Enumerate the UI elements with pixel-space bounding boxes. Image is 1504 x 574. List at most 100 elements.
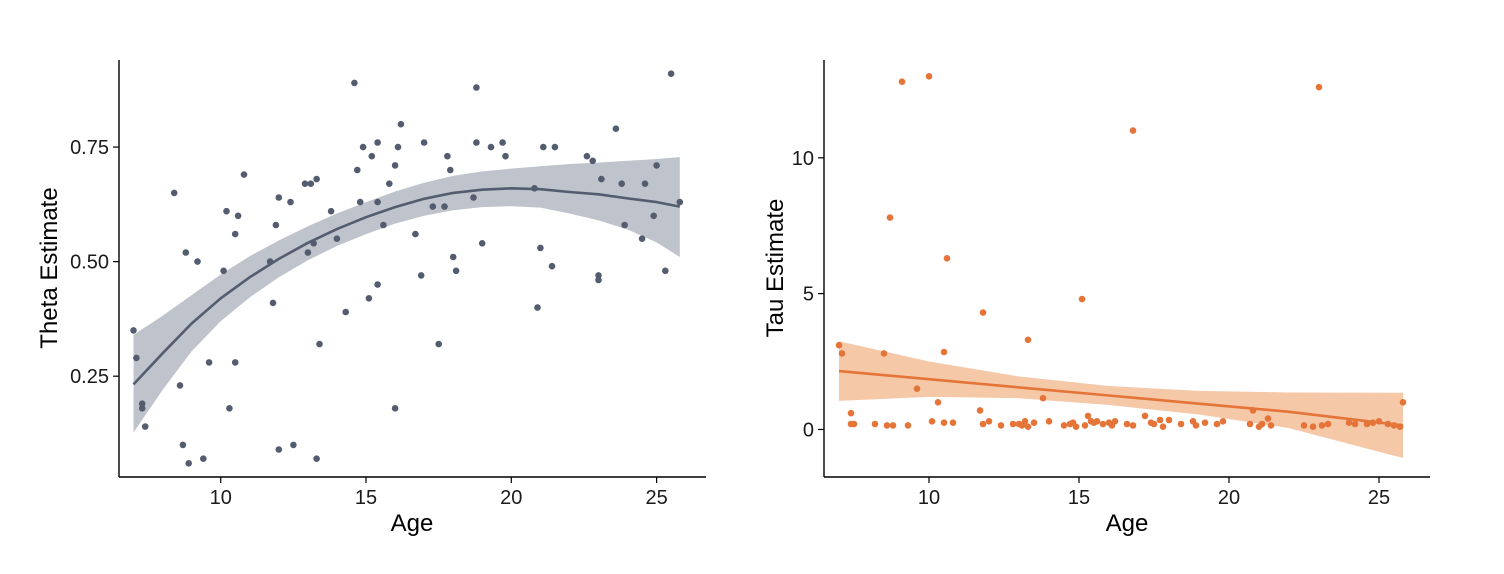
theta-data-point-8: [182, 249, 190, 256]
tau-data-point-30: [1024, 423, 1032, 431]
tau-data-point-40: [1084, 412, 1092, 420]
tau-data-point-50: [1129, 127, 1137, 134]
theta-data-point-32: [313, 455, 320, 463]
theta-data-point-4: [141, 423, 149, 430]
theta-data-point-11: [200, 455, 207, 463]
tau-data-point-18: [943, 254, 951, 262]
theta-data-point-89: [676, 198, 684, 206]
theta-data-point-54: [420, 139, 428, 146]
tau-data-point-11: [904, 422, 912, 429]
theta-data-point-12: [205, 359, 213, 366]
theta-data-point-29: [307, 180, 315, 187]
theta-data-point-42: [368, 152, 376, 160]
tau-data-point-73: [1324, 420, 1332, 428]
theta-data-point-50: [394, 143, 402, 151]
theta-data-point-17: [231, 359, 239, 366]
theta-data-point-5: [170, 189, 178, 197]
theta-data-point-22: [272, 221, 280, 229]
tau-data-point-62: [1219, 418, 1227, 425]
theta-data-point-85: [650, 212, 657, 220]
theta-data-point-44: [374, 281, 381, 288]
theta-data-point-49: [391, 162, 399, 169]
theta-data-point-26: [290, 441, 297, 449]
theta-data-point-60: [449, 253, 457, 261]
tau-data-point-25: [1009, 420, 1017, 428]
tau-data-point-43: [1093, 418, 1101, 425]
theta-data-point-67: [499, 139, 506, 146]
theta-x-tick-label-10: 10: [210, 487, 232, 509]
theta-data-point-31: [313, 175, 320, 183]
tau-x-tick-label-20: 20: [1218, 487, 1240, 509]
tau-data-point-5: [871, 420, 879, 428]
theta-data-point-23: [275, 194, 283, 201]
theta-x-tick-label-25: 25: [645, 487, 667, 509]
theta-data-point-16: [231, 230, 239, 238]
tau-data-point-71: [1315, 83, 1323, 91]
tau-data-point-0: [835, 341, 843, 349]
theta-y-tick-label-2: 0.75: [70, 137, 109, 159]
theta-data-point-46: [380, 221, 387, 229]
tau-data-point-51: [1141, 412, 1149, 420]
theta-data-point-59: [447, 166, 454, 174]
tau-data-point-49: [1129, 422, 1137, 429]
theta-data-point-57: [441, 203, 448, 210]
tau-data-point-66: [1258, 420, 1266, 428]
theta-data-point-71: [537, 244, 544, 252]
theta-data-point-9: [185, 460, 192, 467]
theta-data-point-35: [333, 235, 341, 242]
tau-data-point-4: [850, 420, 858, 428]
theta-data-point-88: [667, 70, 675, 77]
tau-data-point-16: [940, 348, 948, 356]
theta-panel: Age Theta Estimate 10 15 20 25 0.25 0.50 0.75: [36, 60, 706, 537]
theta-data-point-34: [327, 207, 335, 215]
theta-data-point-78: [595, 276, 602, 284]
tau-data-point-47: [1111, 418, 1119, 425]
tau-data-point-39: [1081, 422, 1089, 429]
theta-data-point-55: [429, 203, 437, 210]
theta-data-point-79: [598, 175, 605, 183]
theta-data-point-58: [444, 152, 451, 160]
theta-data-point-56: [435, 340, 443, 348]
theta-fit-line: [132, 187, 681, 386]
theta-data-point-19: [240, 171, 248, 178]
tau-y-tick-label-0: 0: [803, 419, 814, 441]
tau-data-point-74: [1345, 419, 1353, 427]
tau-data-point-70: [1309, 423, 1317, 431]
tau-data-point-2: [847, 409, 855, 417]
tau-data-point-24: [997, 422, 1005, 429]
theta-data-point-21: [269, 299, 277, 307]
tau-data-point-21: [979, 309, 987, 316]
tau-y-tick-label-1: 5: [803, 284, 814, 306]
theta-data-point-64: [473, 139, 480, 146]
theta-data-point-83: [638, 235, 646, 242]
tau-data-point-63: [1246, 420, 1254, 428]
tau-data-point-34: [1060, 422, 1068, 429]
tau-data-point-6: [880, 350, 888, 357]
theta-y-tick-label-1: 0.50: [70, 252, 109, 274]
tau-x-tick-label-25: 25: [1368, 487, 1390, 509]
tau-data-point-57: [1177, 420, 1185, 428]
theta-data-point-25: [287, 198, 294, 206]
theta-data-point-48: [391, 405, 399, 412]
tau-data-point-8: [889, 422, 897, 429]
tau-data-point-82: [1399, 399, 1407, 406]
theta-data-point-27: [301, 180, 309, 187]
tau-data-point-31: [1030, 419, 1038, 427]
theta-y-tick-label-0: 0.25: [70, 366, 109, 388]
theta-data-point-33: [316, 340, 323, 348]
theta-data-point-3: [138, 405, 146, 412]
theta-x-tick-label-20: 20: [500, 487, 522, 509]
theta-data-point-0: [130, 327, 137, 334]
theta-data-point-45: [374, 139, 381, 146]
theta-data-point-84: [641, 180, 649, 187]
theta-data-point-66: [487, 143, 495, 151]
tau-data-point-37: [1072, 423, 1080, 431]
tau-data-point-19: [949, 419, 957, 427]
tau-data-point-23: [985, 418, 993, 425]
theta-data-point-87: [662, 267, 669, 275]
theta-data-point-13: [220, 267, 227, 275]
theta-data-point-2: [138, 400, 146, 408]
theta-data-point-86: [653, 162, 660, 169]
theta-x-tick-label-15: 15: [355, 487, 377, 509]
